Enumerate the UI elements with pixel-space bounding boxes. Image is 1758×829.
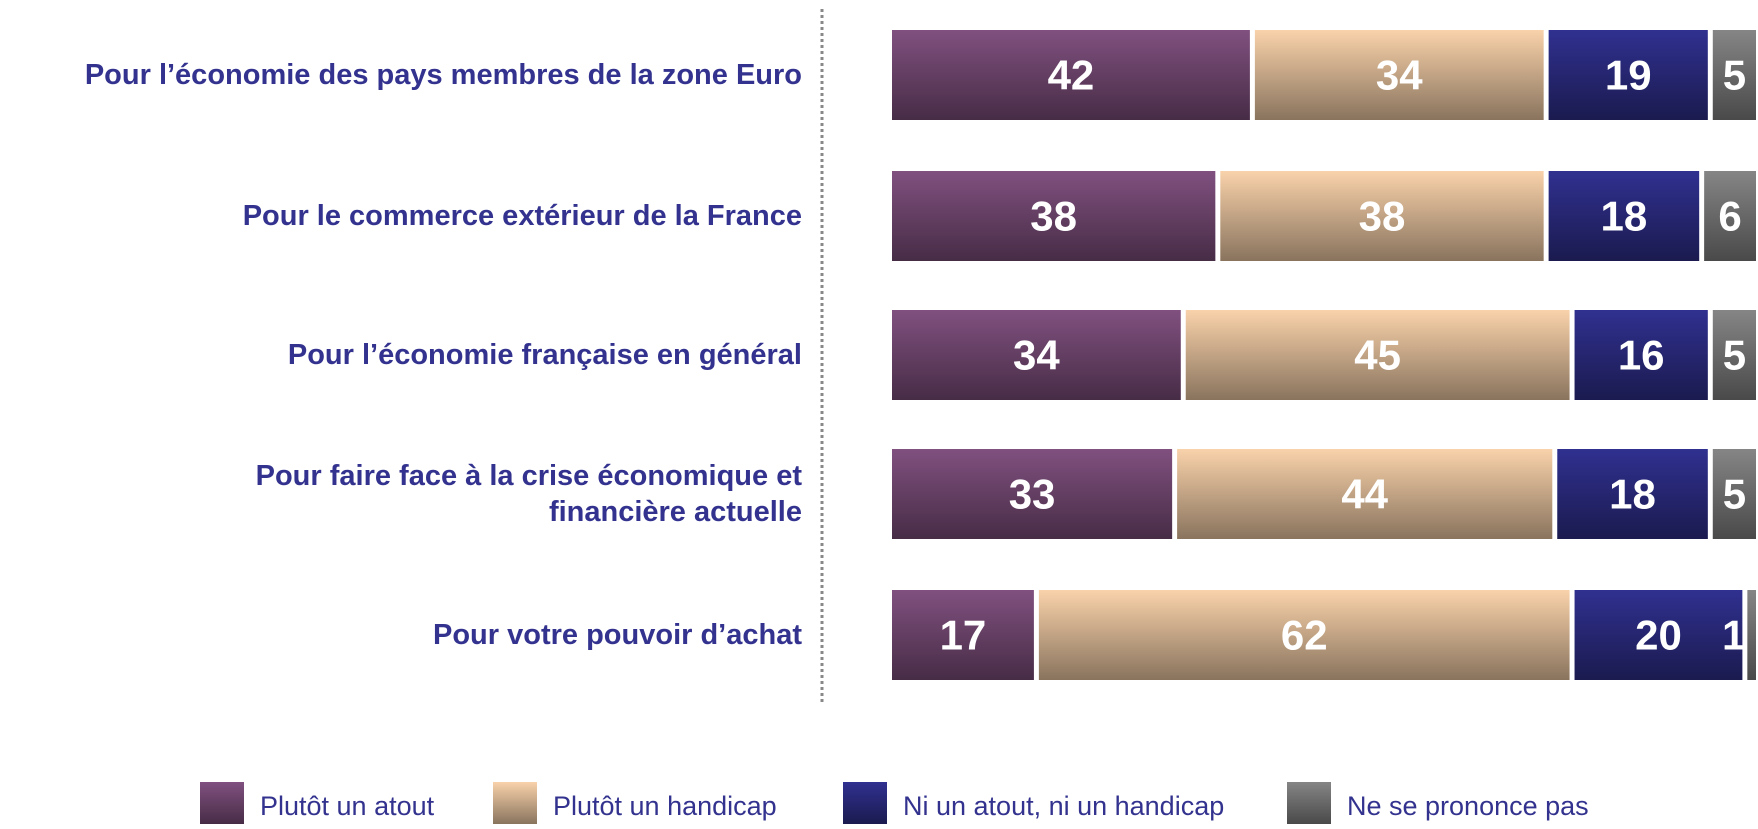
category-label: Pour le commerce extérieur de la France xyxy=(242,200,802,232)
category-label: Pour l’économie française en général xyxy=(287,339,802,371)
legend-label: Ne se prononce pas xyxy=(1347,791,1589,821)
value-label: 17 xyxy=(940,612,987,659)
legend-label: Ni un atout, ni un handicap xyxy=(903,791,1224,821)
bar-shade xyxy=(1712,310,1756,400)
value-label: 18 xyxy=(1601,193,1648,240)
value-label: 20 xyxy=(1635,612,1682,659)
bar-shade xyxy=(1557,449,1708,539)
bar-shade xyxy=(1574,590,1743,680)
category-label: Pour faire face à la crise économique et… xyxy=(255,460,802,528)
value-label: 33 xyxy=(1009,471,1056,518)
value-label: 34 xyxy=(1013,332,1060,379)
bar-shade xyxy=(1185,310,1570,400)
bar-shade xyxy=(892,30,1250,120)
value-label: 5 xyxy=(1723,52,1746,99)
category-label: Pour votre pouvoir d’achat xyxy=(433,619,802,651)
bar-shade xyxy=(892,449,1173,539)
value-label: 6 xyxy=(1718,193,1741,240)
bar-shade xyxy=(892,310,1181,400)
legend-label: Plutôt un handicap xyxy=(553,791,777,821)
value-label: 5 xyxy=(1723,332,1746,379)
value-label: 1 xyxy=(1722,612,1745,659)
value-label: 16 xyxy=(1618,332,1665,379)
value-label: 44 xyxy=(1341,471,1388,518)
legend-label: Plutôt un atout xyxy=(260,791,435,821)
bar-shade xyxy=(892,590,1034,680)
bar-shade xyxy=(1177,449,1553,539)
bar-shade xyxy=(1704,171,1756,261)
bar-shade xyxy=(1548,30,1708,120)
bar-shade xyxy=(1747,590,1756,680)
value-label: 34 xyxy=(1376,52,1423,99)
bar-shade xyxy=(1574,310,1708,400)
value-label: 42 xyxy=(1048,52,1095,99)
bar-shade xyxy=(1712,30,1756,120)
value-label: 18 xyxy=(1609,471,1656,518)
legend-swatch-shade xyxy=(1287,782,1331,824)
bar-shade xyxy=(1220,171,1544,261)
bar-shade xyxy=(892,171,1216,261)
bar-shade xyxy=(1548,171,1700,261)
value-label: 38 xyxy=(1030,193,1077,240)
bar-shade xyxy=(1712,449,1756,539)
value-label: 19 xyxy=(1605,52,1652,99)
legend-swatch-shade xyxy=(200,782,244,824)
value-label: 62 xyxy=(1281,612,1328,659)
bar-shade xyxy=(1254,30,1544,120)
value-label: 45 xyxy=(1354,332,1401,379)
bar-shade xyxy=(1038,590,1570,680)
legend-swatch-shade xyxy=(843,782,887,824)
value-label: 5 xyxy=(1723,471,1746,518)
legend-swatch-shade xyxy=(493,782,537,824)
value-label: 38 xyxy=(1359,193,1406,240)
category-label: Pour l’économie des pays membres de la z… xyxy=(84,59,802,91)
